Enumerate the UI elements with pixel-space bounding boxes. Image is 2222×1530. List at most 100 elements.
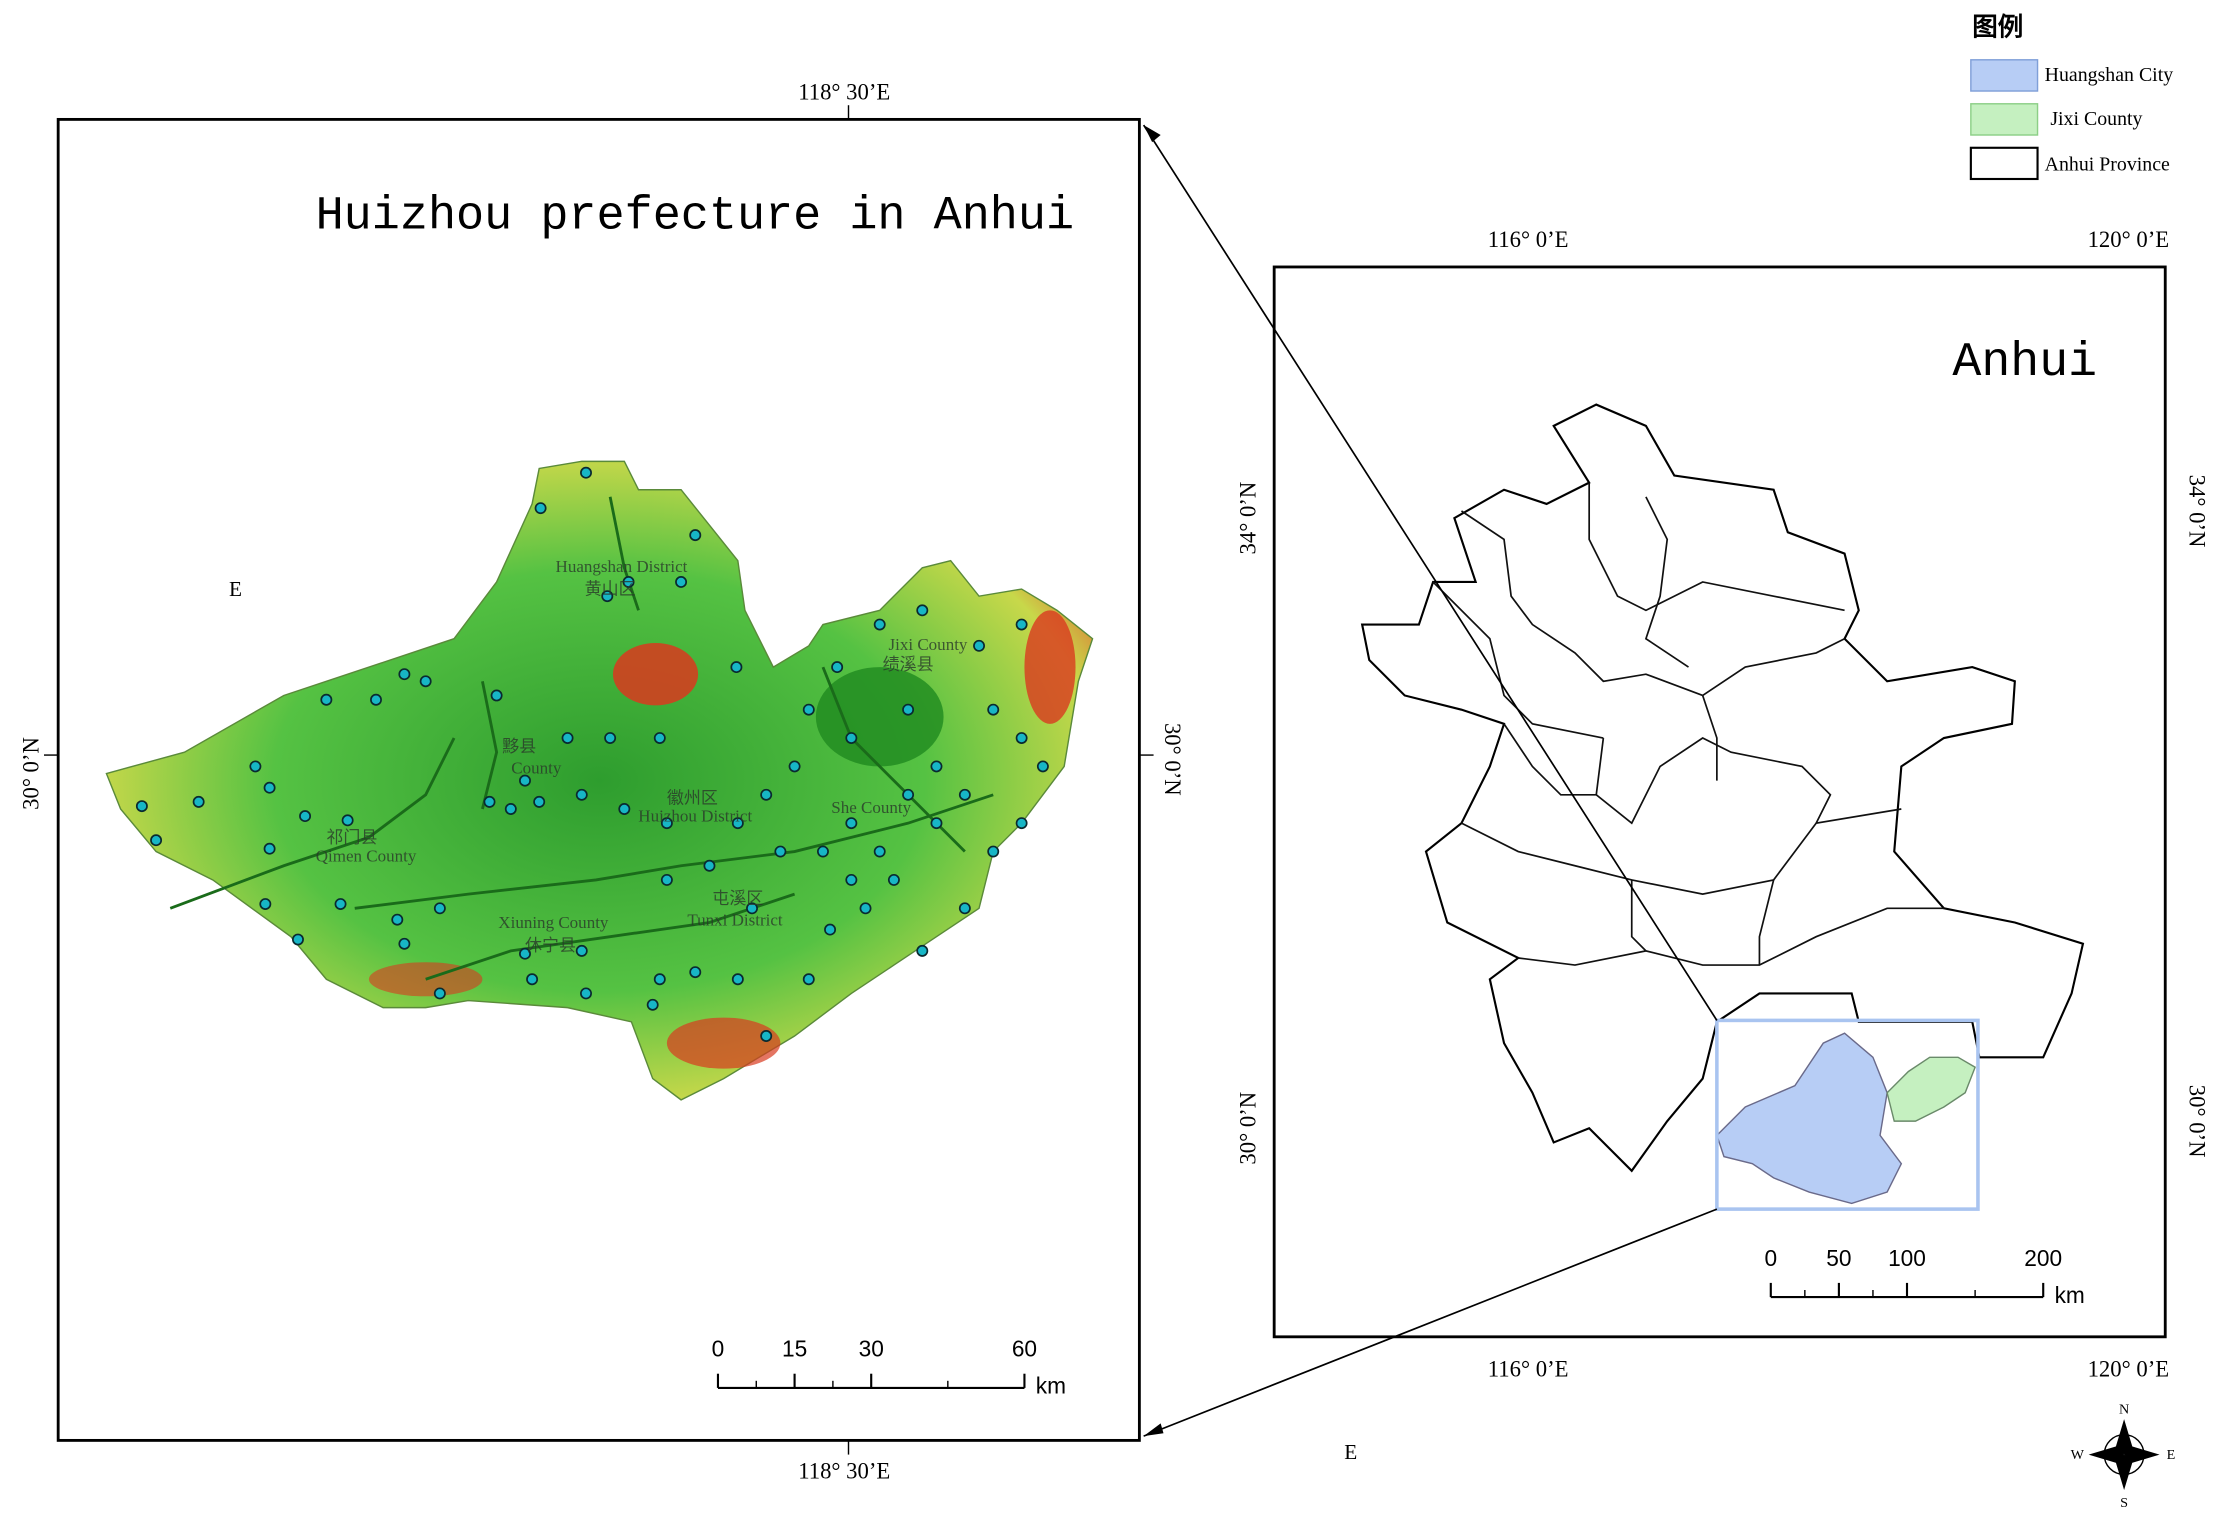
county-boundary	[1644, 496, 1689, 668]
site-dot	[653, 973, 666, 986]
place-label: 绩溪县	[883, 655, 934, 674]
site-dot	[419, 675, 432, 688]
lat-label: 34° 0’N	[1236, 482, 1261, 555]
scale-label: 0	[712, 1336, 725, 1362]
site-dot	[958, 788, 971, 801]
site-dot	[902, 788, 915, 801]
site-dot	[689, 966, 702, 979]
site-dot	[150, 834, 163, 847]
lon-label: 118° 30’E	[798, 1459, 890, 1484]
place-label: 祁门县	[326, 828, 377, 847]
left-title: Huizhou prefecture in Anhui	[316, 191, 1075, 244]
huizhou-region	[105, 460, 1094, 1101]
site-dot	[575, 944, 588, 957]
site-dot	[320, 693, 333, 706]
site-dot	[135, 800, 148, 813]
place-label: Tunxi District	[687, 910, 783, 929]
scale-bar: 0 50 100 200 km	[1764, 1245, 2084, 1308]
county-boundary	[1432, 581, 1604, 739]
scale-unit: km	[1036, 1373, 1066, 1399]
place-label: 屯溪区	[712, 889, 763, 908]
river	[425, 892, 796, 981]
terrain	[105, 460, 1094, 1101]
lat-label: 30° 0’N	[18, 737, 43, 810]
river	[481, 681, 499, 810]
site-dot	[249, 760, 262, 773]
site-dot	[660, 873, 673, 886]
site-dot	[958, 902, 971, 915]
site-dot	[618, 803, 631, 815]
compass-point	[2115, 1454, 2133, 1491]
place-label: Huangshan District	[556, 557, 688, 576]
arrowhead	[1143, 125, 1161, 143]
site-dot	[504, 803, 517, 815]
lon-label: 118° 30’E	[798, 80, 890, 105]
left-frame	[56, 117, 1141, 1442]
scale-label: 100	[1888, 1245, 1926, 1271]
lat-label: 30° 0’N	[2184, 1085, 2209, 1158]
connector	[1143, 1208, 1718, 1437]
compass-point	[2115, 1419, 2133, 1455]
site-dot	[788, 760, 801, 773]
site-dot	[1015, 817, 1028, 830]
place-label: Jixi County	[888, 635, 967, 654]
scale-unit: km	[2055, 1282, 2085, 1308]
relief	[815, 667, 944, 767]
site-dot	[746, 902, 758, 915]
compass-label: N	[2119, 1401, 2129, 1417]
scale-label: 200	[2024, 1245, 2062, 1271]
site-dot	[802, 703, 815, 716]
site-dot	[646, 998, 659, 1011]
site-dot	[534, 502, 547, 515]
lat-label: 34° 0’N	[2184, 475, 2209, 548]
right-frame	[1272, 265, 2167, 1339]
site-dot	[292, 933, 304, 946]
site-dot	[341, 814, 354, 827]
stray-label: E	[1344, 1440, 1357, 1464]
site-dots	[135, 466, 1049, 1042]
province-outline	[1360, 403, 2085, 1173]
county-boundary	[1701, 695, 1718, 781]
site-dot	[653, 732, 666, 745]
site-dot	[824, 923, 837, 936]
scale-label: 15	[782, 1336, 807, 1362]
scale-label: 60	[1012, 1336, 1037, 1362]
place-label: 黟县	[502, 737, 536, 756]
site-dot	[660, 817, 673, 830]
place-label: 休宁县	[525, 936, 576, 955]
site-dot	[845, 732, 858, 745]
site-dot	[1036, 760, 1049, 773]
river	[608, 496, 640, 611]
site-dot	[902, 703, 915, 716]
lon-label: 120° 0’E	[2088, 1357, 2170, 1382]
compass-label: E	[2167, 1447, 2176, 1463]
scale-label: 30	[859, 1336, 884, 1362]
river	[169, 737, 456, 910]
site-dot	[845, 873, 858, 886]
county-boundary	[1518, 907, 1944, 966]
site-dot	[831, 661, 844, 674]
site-dot	[731, 817, 744, 830]
site-dot	[987, 703, 1000, 716]
site-dot	[760, 1030, 773, 1042]
site-dot	[601, 590, 614, 603]
scale-bar: 0 15 30 60 km	[712, 1336, 1066, 1399]
county-boundary	[1503, 723, 1597, 796]
legend-title: 图例	[1972, 14, 2023, 42]
site-dot	[916, 604, 929, 617]
connector	[1142, 124, 1718, 1021]
relief	[1024, 610, 1076, 724]
site-dot	[802, 973, 815, 986]
compass-point	[2088, 1446, 2125, 1464]
site-dot	[490, 689, 503, 702]
county-boundary	[1588, 482, 1845, 612]
site-dot	[845, 817, 858, 830]
site-dot	[973, 639, 986, 652]
site-dot	[817, 845, 829, 858]
place-label: Huizhou District	[638, 807, 752, 826]
extent-box	[1715, 1018, 1980, 1211]
site-dot	[299, 810, 312, 823]
county-boundary	[1630, 879, 1647, 952]
